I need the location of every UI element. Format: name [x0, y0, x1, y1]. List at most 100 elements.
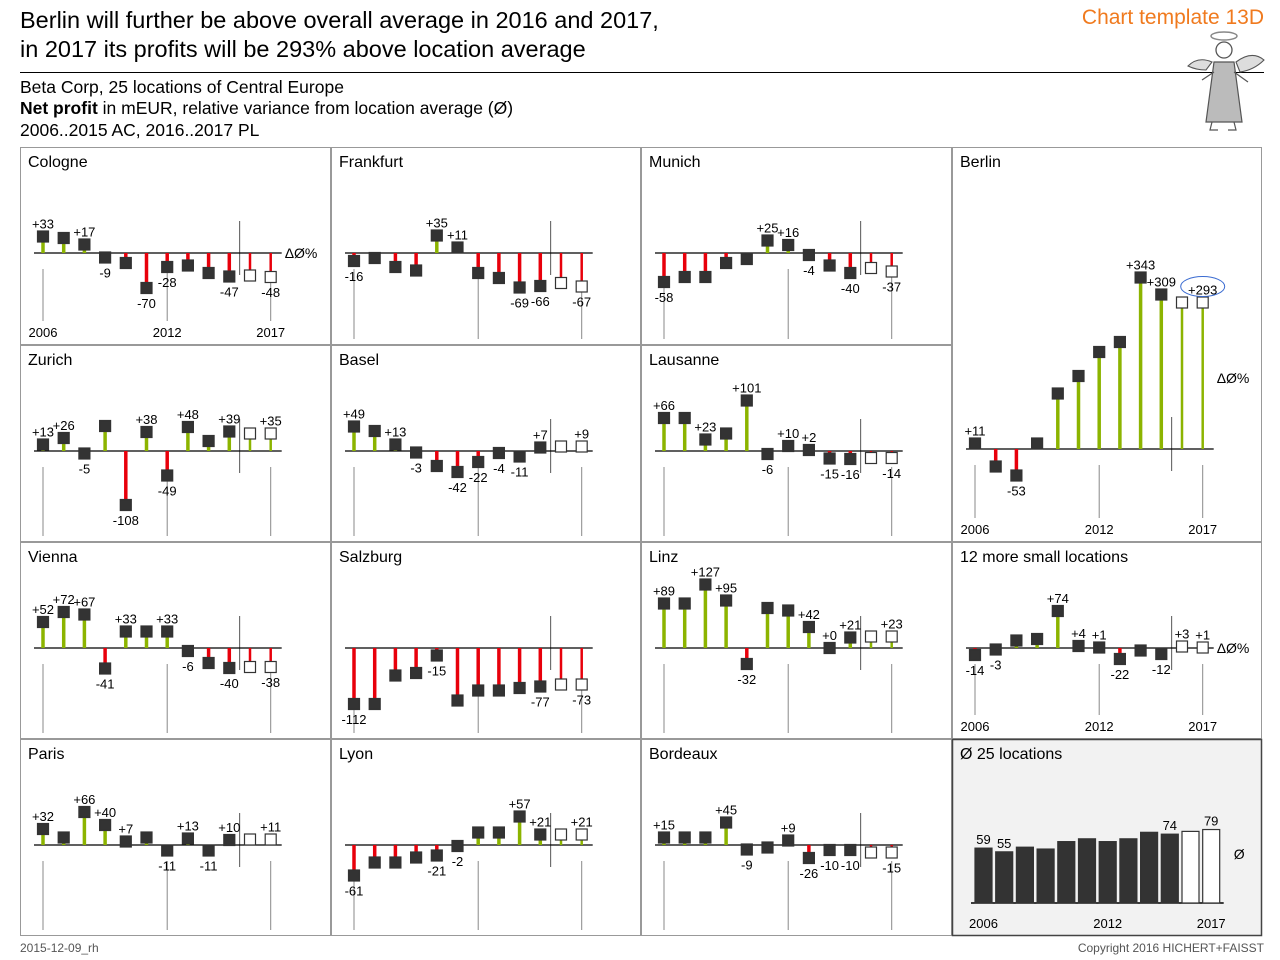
data-label-paris-2013: +13 — [177, 819, 199, 834]
highlight-ellipse-berlin — [1180, 276, 1226, 297]
marker-cologne-2016 — [243, 269, 257, 282]
data-label-lausanne-2011: -6 — [762, 462, 774, 477]
marker-basel-2006 — [347, 420, 361, 433]
data-label-lyon-2006: -61 — [345, 884, 364, 899]
data-label-vienna-2012: +33 — [156, 612, 178, 627]
marker-linz-2008 — [699, 578, 712, 591]
data-label-25-locations-2017: 79 — [1204, 814, 1218, 829]
marker-vienna-2017 — [264, 660, 277, 674]
panel-cologne — [20, 147, 331, 345]
ylabel-25-locations: Ø — [1234, 846, 1245, 862]
marker-frankfurt-2012 — [472, 266, 485, 280]
marker-munich-2010 — [740, 252, 753, 266]
marker-linz-2007 — [678, 597, 691, 610]
marker-linz-2013 — [802, 620, 816, 634]
marker-munich-2007 — [678, 270, 691, 284]
marker-12-more-small-locations-2008 — [1010, 634, 1023, 647]
data-label-salzburg-2017: -73 — [572, 693, 591, 708]
marker-12-more-small-locations-2014 — [1134, 644, 1147, 657]
ylabel-cologne: ΔØ% — [285, 245, 318, 261]
panel-basel — [331, 345, 641, 542]
data-label-lyon-2014: +57 — [509, 797, 531, 812]
data-label-bordeaux-2012: +9 — [781, 821, 796, 836]
marker-paris-2015 — [223, 833, 236, 847]
data-label-12-more-small-locations-2011: +4 — [1071, 626, 1086, 641]
panel-title-lausanne: Lausanne — [649, 352, 719, 369]
marker-cologne-2014 — [202, 266, 215, 280]
marker-salzburg-2016 — [554, 678, 568, 691]
marker-salzburg-2006 — [347, 697, 361, 711]
marker-lausanne-2007 — [678, 411, 691, 425]
marker-paris-2008 — [78, 805, 91, 819]
marker-lausanne-2014 — [823, 452, 836, 465]
subtitle-unit: in mEUR, relative variance from location… — [97, 98, 514, 118]
marker-lausanne-2008 — [699, 433, 712, 446]
data-label-lausanne-2006: +66 — [653, 398, 675, 413]
x-tick-25-locations-2017: 2017 — [1197, 916, 1226, 931]
data-label-25-locations-2007: 55 — [997, 836, 1011, 851]
data-label-frankfurt-2011: +11 — [447, 228, 468, 243]
marker-vienna-2013 — [181, 644, 194, 658]
x-tick-cologne-2006: 2006 — [29, 325, 58, 340]
data-label-zurich-2013: +48 — [177, 407, 199, 422]
marker-salzburg-2009 — [410, 666, 423, 680]
data-label-25-locations-2015: 74 — [1163, 818, 1177, 833]
marker-berlin-2012 — [1093, 345, 1106, 359]
data-label-lyon-2015: +21 — [529, 815, 551, 830]
x-tick-12-more-small-locations-2006: 2006 — [961, 719, 990, 734]
data-label-paris-2014: -11 — [200, 859, 218, 874]
bar-25-locations-2015 — [1160, 833, 1179, 904]
data-label-lausanne-2010: +101 — [732, 381, 761, 396]
data-label-cologne-2012: -28 — [158, 275, 177, 290]
marker-vienna-2015 — [223, 661, 236, 675]
data-label-bordeaux-2014: -10 — [820, 858, 839, 873]
marker-cologne-2008 — [78, 238, 91, 251]
x-tick-25-locations-2012: 2012 — [1093, 916, 1122, 931]
marker-basel-2010 — [430, 459, 443, 473]
marker-lausanne-2017 — [885, 451, 898, 465]
marker-lyon-2006 — [347, 869, 361, 882]
marker-12-more-small-locations-2016 — [1175, 640, 1189, 653]
marker-paris-2006 — [36, 822, 50, 836]
marker-frankfurt-2009 — [410, 264, 423, 277]
ylabel-berlin: ΔØ% — [1217, 370, 1250, 386]
template-label: Chart template 13D — [1081, 6, 1264, 29]
data-label-vienna-2010: +33 — [115, 612, 137, 627]
marker-zurich-2010 — [119, 498, 132, 512]
marker-lyon-2017 — [575, 828, 588, 841]
marker-vienna-2006 — [36, 615, 50, 629]
headline-line-1: Berlin will further be above overall ave… — [20, 7, 659, 33]
panel-salzburg — [331, 542, 641, 739]
angel-icon — [1187, 31, 1265, 131]
bar-25-locations-2013 — [1119, 838, 1138, 904]
marker-frankfurt-2014 — [513, 281, 526, 294]
data-label-zurich-2006: +13 — [32, 425, 54, 440]
marker-lausanne-2015 — [844, 452, 857, 466]
panel-title-12-more-small-locations: 12 more small locations — [960, 549, 1128, 566]
panel-12-more-small-locations — [952, 542, 1262, 739]
marker-bordeaux-2010 — [740, 843, 753, 856]
marker-cologne-2011 — [140, 281, 153, 295]
marker-bordeaux-2015 — [844, 843, 857, 857]
data-label-basel-2011: -42 — [448, 480, 467, 495]
marker-12-more-small-locations-2015 — [1155, 647, 1168, 661]
data-label-lausanne-2017: -14 — [882, 466, 901, 481]
data-label-basel-2008: +13 — [384, 425, 406, 440]
marker-zurich-2006 — [36, 438, 50, 451]
marker-basel-2008 — [389, 438, 402, 451]
data-label-munich-2012: +16 — [777, 225, 799, 240]
footer-copyright: Copyright 2016 HICHERT+FAISST — [1077, 941, 1264, 955]
marker-lyon-2013 — [492, 826, 505, 839]
marker-lausanne-2010 — [740, 394, 753, 407]
marker-cologne-2009 — [98, 251, 112, 264]
data-label-linz-2015: +21 — [839, 618, 861, 633]
marker-12-more-small-locations-2006 — [968, 648, 982, 662]
bar-25-locations-2008 — [1015, 846, 1035, 904]
data-label-linz-2017: +23 — [881, 617, 903, 632]
marker-lausanne-2012 — [782, 439, 795, 453]
marker-vienna-2016 — [243, 660, 257, 674]
marker-lausanne-2013 — [802, 443, 816, 457]
marker-zurich-2013 — [181, 420, 194, 434]
marker-basel-2012 — [472, 455, 485, 469]
marker-basel-2015 — [534, 441, 547, 454]
